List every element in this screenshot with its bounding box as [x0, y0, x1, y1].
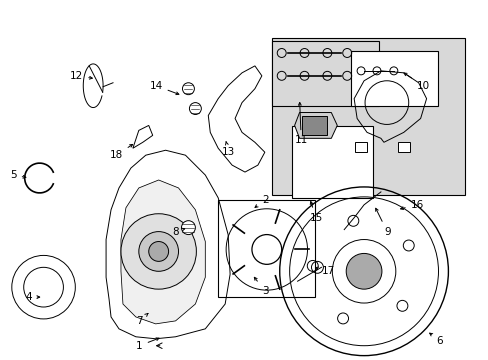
Text: 1: 1: [136, 338, 159, 351]
Circle shape: [189, 103, 201, 114]
Bar: [218, 200, 315, 297]
Circle shape: [181, 221, 195, 235]
Text: 8: 8: [172, 226, 184, 237]
Text: 4: 4: [25, 292, 40, 302]
Text: 14: 14: [149, 81, 179, 95]
Bar: [350, 51, 438, 105]
Bar: [354, 142, 366, 152]
Text: 3: 3: [254, 277, 268, 296]
Text: 11: 11: [294, 103, 307, 145]
Text: 16: 16: [400, 200, 423, 210]
Bar: [397, 142, 409, 152]
Circle shape: [148, 242, 168, 261]
Text: 15: 15: [309, 202, 322, 223]
Polygon shape: [294, 113, 337, 138]
Bar: [271, 41, 378, 105]
Polygon shape: [121, 180, 205, 324]
Text: 13: 13: [222, 141, 235, 157]
Circle shape: [139, 231, 178, 271]
Text: 18: 18: [109, 144, 132, 160]
Polygon shape: [301, 116, 326, 135]
Text: 6: 6: [429, 333, 442, 346]
Text: 2: 2: [255, 195, 268, 207]
Text: 17: 17: [315, 266, 334, 276]
Text: 5: 5: [10, 170, 26, 180]
Circle shape: [182, 83, 194, 95]
Bar: [291, 126, 372, 198]
Text: 7: 7: [136, 314, 148, 326]
Text: 9: 9: [375, 208, 390, 237]
Text: 12: 12: [70, 71, 92, 81]
Bar: [271, 38, 464, 195]
Circle shape: [346, 253, 381, 289]
Circle shape: [121, 214, 196, 289]
Text: 10: 10: [403, 73, 429, 91]
